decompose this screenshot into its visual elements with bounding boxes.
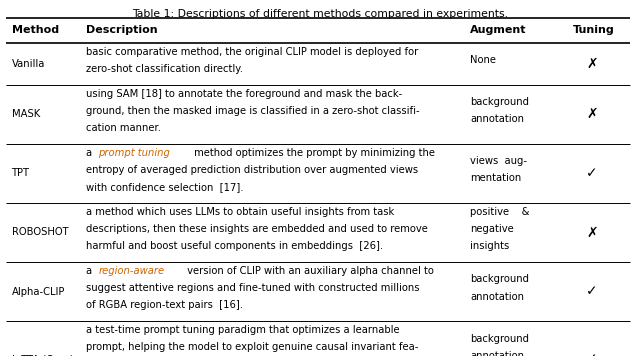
Text: MASK: MASK [12,109,40,119]
Text: negative: negative [470,224,514,234]
Text: annotation: annotation [470,351,524,356]
Text: basic comparative method, the original CLIP model is deployed for: basic comparative method, the original C… [86,47,419,57]
Text: of RGBA region-text pairs  [16].: of RGBA region-text pairs [16]. [86,300,243,310]
Text: positive    &: positive & [470,207,530,217]
Text: None: None [470,55,497,65]
Text: ✗: ✗ [586,225,598,240]
Text: background: background [470,334,529,344]
Text: a test-time prompt tuning paradigm that optimizes a learnable: a test-time prompt tuning paradigm that … [86,325,400,335]
Text: cation manner.: cation manner. [86,123,161,133]
Text: ✓: ✓ [586,284,598,299]
Text: suggest attentive regions and fine-tuned with constructed millions: suggest attentive regions and fine-tuned… [86,283,420,293]
Text: a: a [86,148,95,158]
Text: insights: insights [470,241,509,251]
Text: Method: Method [12,25,59,35]
Text: region-aware: region-aware [99,266,164,276]
Text: ✗: ✗ [586,107,598,121]
Text: annotation: annotation [470,292,524,302]
Text: Table 1: Descriptions of different methods compared in experiments.: Table 1: Descriptions of different metho… [132,9,508,19]
Text: a method which uses LLMs to obtain useful insights from task: a method which uses LLMs to obtain usefu… [86,207,395,217]
Text: Alpha-CLIP: Alpha-CLIP [12,287,65,297]
Text: InTTA (Ours): InTTA (Ours) [12,354,73,356]
Text: Vanilla: Vanilla [12,59,45,69]
Text: background: background [470,97,529,107]
Text: with confidence selection  [17].: with confidence selection [17]. [86,182,244,192]
Text: ROBOSHOT: ROBOSHOT [12,227,68,237]
Text: descriptions, then these insights are embedded and used to remove: descriptions, then these insights are em… [86,224,428,234]
Text: using SAM [18] to annotate the foreground and mask the back-: using SAM [18] to annotate the foregroun… [86,89,403,99]
Text: method optimizes the prompt by minimizing the: method optimizes the prompt by minimizin… [191,148,435,158]
Text: annotation: annotation [470,114,524,124]
Text: a: a [86,266,95,276]
Text: version of CLIP with an auxiliary alpha channel to: version of CLIP with an auxiliary alpha … [184,266,433,276]
Text: ground, then the masked image is classified in a zero-shot classifi-: ground, then the masked image is classif… [86,106,420,116]
Text: entropy of averaged prediction distribution over augmented views: entropy of averaged prediction distribut… [86,165,419,175]
Text: Description: Description [86,25,158,35]
Text: ✗: ✗ [586,57,598,71]
Text: views  aug-: views aug- [470,156,527,166]
Text: prompt, helping the model to exploit genuine causal invariant fea-: prompt, helping the model to exploit gen… [86,342,419,352]
Text: Augment: Augment [470,25,527,35]
Text: TPT: TPT [12,168,29,178]
Text: mentation: mentation [470,173,522,183]
Text: harmful and boost useful components in embeddings  [26].: harmful and boost useful components in e… [86,241,383,251]
Text: prompt tuning: prompt tuning [99,148,170,158]
Text: zero-shot classification directly.: zero-shot classification directly. [86,64,243,74]
Text: Tuning: Tuning [573,25,614,35]
Text: background: background [470,274,529,284]
Text: ✓: ✓ [586,352,598,356]
Text: ✓: ✓ [586,166,598,180]
